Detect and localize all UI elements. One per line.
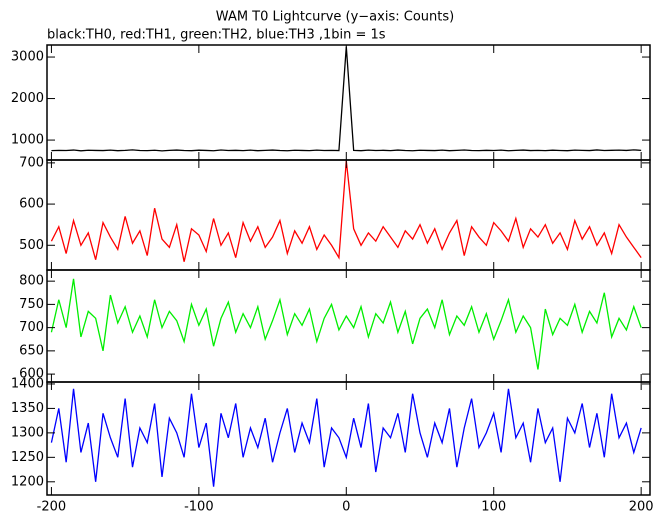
- y-tick-label: 2000: [11, 91, 44, 106]
- x-tick-label: -200: [37, 500, 67, 515]
- y-tick-label: 1000: [11, 133, 44, 148]
- y-tick-label: 600: [19, 197, 44, 212]
- panel-frame: [46, 381, 651, 496]
- y-tick-label: 1400: [11, 376, 44, 391]
- x-tick-label: 200: [629, 500, 654, 515]
- y-tick-label: 650: [19, 343, 44, 358]
- y-tick-label: 1350: [11, 401, 44, 416]
- y-tick-label: 750: [19, 297, 44, 312]
- data-line: [50, 388, 642, 487]
- y-tick-label: 1300: [11, 425, 44, 440]
- x-tick-label: -100: [184, 500, 214, 515]
- y-tick-label: 1200: [11, 474, 44, 489]
- x-tick-label: 0: [342, 500, 350, 515]
- y-tick-label: 700: [19, 155, 44, 170]
- y-tick-label: 1250: [11, 450, 44, 465]
- chart-subtitle: black:TH0, red:TH1, green:TH2, blue:TH3 …: [47, 28, 386, 43]
- y-tick-label: 700: [19, 320, 44, 335]
- x-tick-label: 100: [481, 500, 506, 515]
- y-tick-label: 600: [19, 367, 44, 382]
- y-tick-label: 800: [19, 274, 44, 289]
- data-line: [50, 278, 642, 370]
- y-tick-label: 3000: [11, 50, 44, 65]
- y-tick-label: 500: [19, 238, 44, 253]
- chart-title: WAM T0 Lightcurve (y−axis: Counts): [216, 10, 454, 25]
